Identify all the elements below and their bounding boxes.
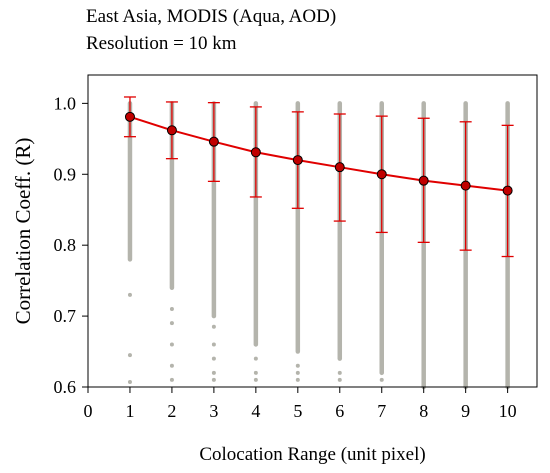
series-layer [123,96,514,258]
scatter-point [169,377,174,382]
plot-frame [87,74,538,388]
x-axis-label: Colocation Range (unit pixel) [199,444,425,465]
scatter-point [169,321,174,326]
scatter-point [127,292,132,297]
x-tick-label: 5 [293,401,302,421]
mean-marker [292,155,303,166]
x-tick-label: 0 [84,401,93,421]
scatter-point [127,380,132,385]
y-tick-label: 0.9 [54,164,77,184]
scatter-point [253,356,258,361]
scatter-point [211,342,216,347]
y-tick-label: 0.6 [54,377,77,397]
mean-marker [208,136,219,147]
mean-marker [460,180,471,191]
scatter-point [337,377,342,382]
x-tick-label: 4 [251,401,260,421]
x-tick-label: 2 [167,401,176,421]
mean-line [129,115,508,192]
x-tick-label: 1 [125,401,134,421]
scatter-point [169,307,174,311]
x-tick-label: 8 [419,401,428,421]
mean-marker [334,162,345,173]
scatter-point [169,342,174,347]
mean-marker [376,169,387,180]
scatter-point [295,377,300,382]
scatter-point [253,377,258,382]
x-tick-label: 6 [335,401,344,421]
scatter-point [127,353,132,358]
mean-marker [166,125,177,136]
scatter-point [211,370,216,375]
mean-marker [418,175,429,186]
chart-title-line-2: Resolution = 10 km [86,33,237,54]
scatter-point [295,363,300,368]
chart-title-line-1: East Asia, MODIS (Aqua, AOD) [86,6,337,27]
x-tick-label: 10 [499,401,517,421]
axis-layer: 0 1 2 3 4 5 6 7 8 9 10 0.6 0.7 0.8 0.9 1.0 [54,93,517,421]
scatter-point [211,324,216,329]
mean-marker [250,147,261,158]
y-tick-label: 1.0 [54,93,77,113]
x-tick-label: 3 [209,401,218,421]
scatter-point [337,370,342,375]
mean-marker [502,185,513,196]
y-tick-label: 0.8 [54,235,77,255]
y-axis-label: Correlation Coeff. (R) [11,138,35,325]
scatter-point [379,377,384,382]
x-tick-label: 9 [461,401,470,421]
scatter-point [295,370,300,375]
scatter-point [253,370,258,375]
scatter-point [169,363,174,368]
y-tick-label: 0.7 [54,306,77,326]
scatter-layer [127,101,510,390]
mean-marker [124,111,135,122]
x-tick-label: 7 [377,401,386,421]
scatter-point [211,356,216,361]
scatter-point [211,377,216,382]
